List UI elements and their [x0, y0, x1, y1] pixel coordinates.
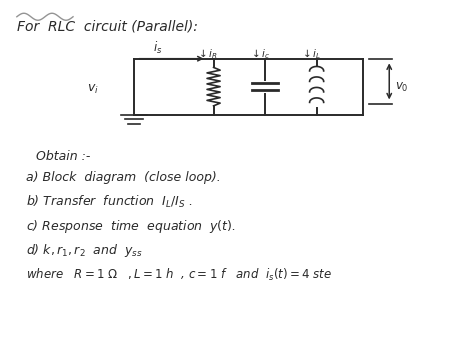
Text: $v_0$: $v_0$	[395, 81, 409, 94]
Text: For  RLC  circuit (Parallel):: For RLC circuit (Parallel):	[17, 20, 198, 34]
Text: $\downarrow i_c$: $\downarrow i_c$	[249, 47, 270, 61]
Text: where   $R = 1$ $\Omega$   $, L = 1$ h  , $c = 1$ f   and  $i_s(t) = 4$ ste: where $R = 1$ $\Omega$ $, L = 1$ h , $c …	[26, 267, 332, 283]
Text: d) $k, r_1, r_2$  and  $y_{ss}$: d) $k, r_1, r_2$ and $y_{ss}$	[26, 242, 143, 260]
Text: c) Response  time  equation  $y(t)$.: c) Response time equation $y(t)$.	[26, 218, 236, 235]
Text: $\downarrow i_R$: $\downarrow i_R$	[196, 47, 218, 61]
Text: a) Block  diagram  (close loop).: a) Block diagram (close loop).	[26, 171, 221, 184]
Text: Obtain :-: Obtain :-	[36, 150, 90, 163]
Text: $\downarrow i_L$: $\downarrow i_L$	[300, 47, 321, 61]
Text: b) Transfer  function  $I_L/I_S$ .: b) Transfer function $I_L/I_S$ .	[26, 193, 193, 209]
Text: $i_s$: $i_s$	[153, 40, 162, 56]
Text: $v_i$: $v_i$	[87, 83, 99, 96]
